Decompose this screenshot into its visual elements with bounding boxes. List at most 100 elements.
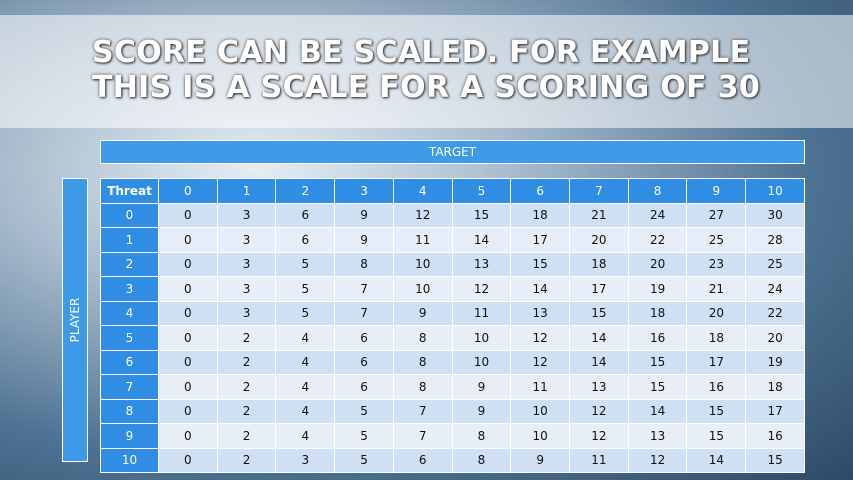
cell: 10 xyxy=(510,398,571,424)
cell: 8 xyxy=(451,423,512,449)
cell: 4 xyxy=(275,325,336,351)
cell: 0 xyxy=(158,202,218,228)
cell: 20 xyxy=(686,300,747,326)
cell: 6 xyxy=(392,447,453,473)
cell: 9 xyxy=(510,447,571,473)
cell: 18 xyxy=(686,325,747,351)
cell: 2 xyxy=(216,447,277,473)
cell: 0 xyxy=(158,300,218,326)
cell: 30 xyxy=(745,202,805,228)
cell: 11 xyxy=(510,374,571,400)
row-header: 10 xyxy=(100,447,159,473)
cell: 14 xyxy=(451,227,512,253)
row-header: 2 xyxy=(100,251,159,277)
title-line: SCORE CAN BE SCALED. FOR EXAMPLE xyxy=(92,35,751,70)
cell: 25 xyxy=(686,227,747,253)
table-row: 3 0 3 5 7 10 12 14 17 19 21 24 xyxy=(100,276,805,302)
row-header: 8 xyxy=(100,398,159,424)
cell: 5 xyxy=(275,276,336,302)
table-row: 5 0 2 4 6 8 10 12 14 16 18 20 xyxy=(100,325,805,351)
cell: 4 xyxy=(275,349,336,375)
cell: 8 xyxy=(392,374,453,400)
cell: 13 xyxy=(451,251,512,277)
cell: 9 xyxy=(334,202,394,228)
cell: 8 xyxy=(392,349,453,375)
header-cell: 1 xyxy=(216,178,277,204)
cell: 16 xyxy=(627,325,688,351)
cell: 3 xyxy=(216,300,277,326)
cell: 27 xyxy=(686,202,747,228)
cell: 14 xyxy=(686,447,747,473)
cell: 18 xyxy=(627,300,688,326)
cell: 0 xyxy=(158,398,218,424)
cell: 12 xyxy=(627,447,688,473)
cell: 0 xyxy=(158,227,218,253)
cell: 5 xyxy=(334,423,394,449)
cell: 17 xyxy=(686,349,747,375)
header-cell: 10 xyxy=(745,178,805,204)
cell: 12 xyxy=(392,202,453,228)
row-header: 7 xyxy=(100,374,159,400)
cell: 23 xyxy=(686,251,747,277)
cell: 2 xyxy=(216,398,277,424)
cell: 14 xyxy=(569,349,629,375)
cell: 6 xyxy=(334,325,394,351)
row-header: 5 xyxy=(100,325,159,351)
cell: 9 xyxy=(451,374,512,400)
cell: 12 xyxy=(569,398,629,424)
cell: 3 xyxy=(216,276,277,302)
table-row: 1 0 3 6 9 11 14 17 20 22 25 28 xyxy=(100,227,805,253)
title-line: THIS IS A SCALE FOR A SCORING OF 30 xyxy=(92,70,761,105)
header-row: Threat 0 1 2 3 4 5 6 7 8 9 10 xyxy=(100,178,805,204)
header-cell: 4 xyxy=(392,178,453,204)
cell: 17 xyxy=(510,227,571,253)
row-header: 6 xyxy=(100,349,159,375)
header-cell: Threat xyxy=(100,178,159,204)
cell: 21 xyxy=(686,276,747,302)
header-cell: 3 xyxy=(334,178,394,204)
header-cell: 5 xyxy=(451,178,512,204)
row-label-bar: PLAYER xyxy=(62,178,88,462)
row-header: 9 xyxy=(100,423,159,449)
cell: 8 xyxy=(451,447,512,473)
cell: 15 xyxy=(745,447,805,473)
cell: 11 xyxy=(451,300,512,326)
cell: 0 xyxy=(158,447,218,473)
header-cell: 8 xyxy=(627,178,688,204)
cell: 6 xyxy=(334,349,394,375)
cell: 10 xyxy=(510,423,571,449)
cell: 28 xyxy=(745,227,805,253)
cell: 14 xyxy=(569,325,629,351)
cell: 7 xyxy=(392,398,453,424)
table-row: 8 0 2 4 5 7 9 10 12 14 15 17 xyxy=(100,398,805,424)
cell: 2 xyxy=(216,325,277,351)
cell: 21 xyxy=(569,202,629,228)
title-band: SCORE CAN BE SCALED. FOR EXAMPLE THIS IS… xyxy=(0,15,853,128)
cell: 25 xyxy=(745,251,805,277)
cell: 7 xyxy=(334,276,394,302)
cell: 6 xyxy=(334,374,394,400)
cell: 4 xyxy=(275,398,336,424)
table-row: 0 0 3 6 9 12 15 18 21 24 27 30 xyxy=(100,202,805,228)
cell: 9 xyxy=(334,227,394,253)
cell: 15 xyxy=(569,300,629,326)
cell: 19 xyxy=(745,349,805,375)
cell: 9 xyxy=(392,300,453,326)
score-table: Threat 0 1 2 3 4 5 6 7 8 9 10 0 0 3 6 9 12 15 18 21 24 27 30 1 0 3… xyxy=(100,178,805,473)
cell: 5 xyxy=(334,447,394,473)
cell: 3 xyxy=(216,251,277,277)
header-cell: 6 xyxy=(510,178,571,204)
cell: 18 xyxy=(745,374,805,400)
cell: 20 xyxy=(627,251,688,277)
cell: 3 xyxy=(216,202,277,228)
cell: 2 xyxy=(216,349,277,375)
cell: 11 xyxy=(392,227,453,253)
cell: 7 xyxy=(392,423,453,449)
header-cell: 7 xyxy=(569,178,629,204)
cell: 0 xyxy=(158,349,218,375)
cell: 3 xyxy=(216,227,277,253)
cell: 15 xyxy=(627,374,688,400)
cell: 12 xyxy=(510,325,571,351)
cell: 0 xyxy=(158,276,218,302)
cell: 5 xyxy=(275,300,336,326)
